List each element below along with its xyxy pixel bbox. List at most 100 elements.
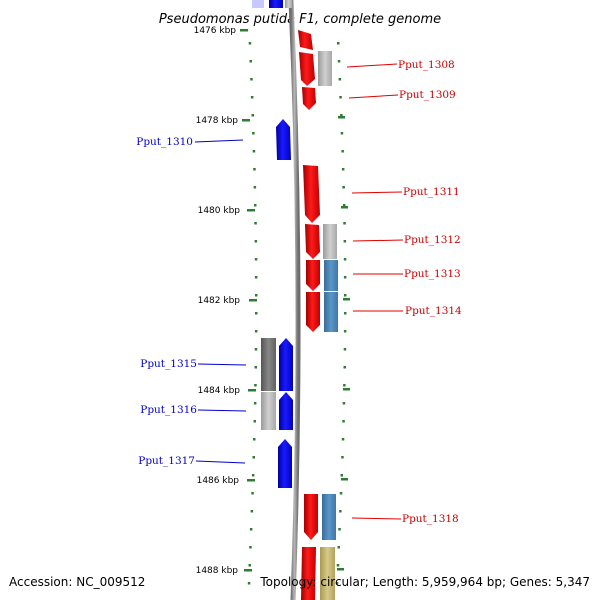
minor-tick-right (342, 402, 346, 405)
gene-label-pput-1313[interactable]: Pput_1313 (404, 268, 461, 280)
forward-gene-pput-1311 (303, 165, 320, 223)
minor-tick-right (343, 222, 346, 225)
major-tick-1478 (242, 119, 250, 122)
minor-tick-left (250, 78, 253, 81)
major-tick-1484 (248, 389, 256, 392)
gene-label-pput-1312[interactable]: Pput_1312 (404, 234, 461, 246)
minor-tick-left (254, 222, 257, 225)
minor-tick-left (247, 582, 251, 585)
gene-label-pput-1310[interactable]: Pput_1310 (136, 136, 193, 148)
minor-tick-left (254, 366, 257, 369)
reverse-gene-pput-1317 (278, 439, 292, 488)
leader-line-pput-1308 (346, 63, 398, 68)
minor-tick-right (341, 438, 345, 441)
kbp-label-1478: 1478 kbp (196, 116, 239, 126)
minor-tick-right (343, 240, 347, 243)
reverse-gene-pput-1315 (279, 338, 293, 391)
topology-text: Topology: circular; Length: 5,959,964 bp… (259, 575, 590, 589)
major-tick-1482 (249, 299, 257, 302)
minor-tick-left (253, 402, 257, 405)
minor-tick-left (251, 114, 254, 117)
gene-label-pput-1317[interactable]: Pput_1317 (138, 455, 195, 467)
leader-line-pput-1315 (197, 363, 247, 366)
cog-box-pput-1308 (318, 51, 332, 86)
minor-tick-right (342, 420, 345, 423)
minor-tick-right (341, 456, 344, 459)
minor-tick-right (338, 528, 341, 531)
leader-line-pput-1316 (197, 409, 247, 412)
cog-box-pput-1312 (323, 224, 337, 259)
gene-label-pput-1308[interactable]: Pput_1308 (398, 59, 455, 71)
minor-tick-left (253, 168, 256, 171)
minor-tick-right (341, 150, 344, 153)
minor-tick-left (252, 150, 256, 153)
minor-tick-right (340, 474, 343, 477)
minor-tick-left (254, 240, 258, 243)
map-title: Pseudomonas putida F1, complete genome (159, 12, 441, 27)
minor-tick-left (254, 276, 258, 279)
minor-tick-left (249, 546, 252, 549)
gene-label-pput-1314[interactable]: Pput_1314 (405, 305, 462, 317)
minor-tick-right (337, 60, 341, 63)
minor-tick-left (253, 420, 256, 423)
kbp-label-1488: 1488 kbp (196, 566, 239, 576)
gene-label-pput-1311[interactable]: Pput_1311 (403, 186, 460, 198)
minor-tick-right (336, 564, 340, 567)
minor-tick-left (250, 510, 254, 513)
minor-tick-left (254, 348, 258, 351)
kbp-label-1480: 1480 kbp (198, 206, 241, 216)
scale-ticks-right (335, 42, 347, 585)
minor-tick-right (343, 366, 346, 369)
minor-tick-right (338, 78, 342, 81)
major-tick-right (337, 568, 344, 571)
minor-tick-right (337, 42, 340, 45)
scale-ticks-left (247, 42, 258, 585)
major-tick-right (343, 298, 350, 301)
leader-line-pput-1311 (351, 191, 403, 194)
leader-line-pput-1312 (352, 239, 404, 242)
minor-tick-left (254, 204, 257, 207)
leader-line-pput-1309 (348, 94, 399, 99)
forward-gene-pput-1307 (298, 30, 313, 50)
genome-backbone (288, 0, 301, 600)
kbp-label-1486: 1486 kbp (197, 476, 240, 486)
forward-gene-pput-1314 (306, 292, 320, 332)
major-tick-1488 (244, 569, 252, 572)
minor-tick-right (342, 186, 345, 189)
gene-label-pput-1316[interactable]: Pput_1316 (140, 404, 197, 416)
minor-tick-left (253, 438, 256, 441)
minor-tick-right (343, 258, 347, 261)
forward-gene-pput-1313 (306, 260, 320, 291)
minor-tick-right (342, 204, 346, 207)
forward-gene-pput-1319 (301, 547, 316, 600)
cog-box-pput-1319 (320, 547, 335, 600)
gene-label-pput-1315[interactable]: Pput_1315 (140, 358, 197, 370)
minor-tick-right (344, 294, 347, 297)
minor-tick-left (248, 42, 252, 45)
minor-tick-right (343, 384, 346, 387)
major-tick-right (343, 388, 350, 391)
minor-tick-left (253, 186, 257, 189)
minor-tick-left (251, 474, 255, 477)
forward-gene-pput-1312 (305, 224, 320, 259)
cog-box-pput-1314 (324, 292, 338, 332)
minor-tick-right (339, 492, 343, 495)
forward-gene-pput-1309 (302, 87, 316, 110)
cog-box-pput-1316 (261, 392, 276, 430)
minor-tick-left (255, 312, 258, 315)
gene-label-pput-1318[interactable]: Pput_1318 (402, 513, 459, 525)
kbp-label-1484: 1484 kbp (198, 386, 241, 396)
cog-box-partial (285, 0, 292, 8)
minor-tick-right (335, 582, 339, 585)
cog-box-pput-1318 (322, 494, 336, 540)
reverse-gene-partial (252, 0, 264, 8)
minor-tick-right (339, 510, 342, 513)
cog-box-pput-1315 (261, 338, 276, 391)
minor-tick-right (341, 168, 345, 171)
gene-label-pput-1309[interactable]: Pput_1309 (399, 89, 456, 101)
major-tick-1486 (247, 479, 255, 482)
minor-tick-right (340, 132, 344, 135)
major-tick-right (341, 478, 348, 481)
forward-gene-pput-1308 (299, 52, 315, 86)
